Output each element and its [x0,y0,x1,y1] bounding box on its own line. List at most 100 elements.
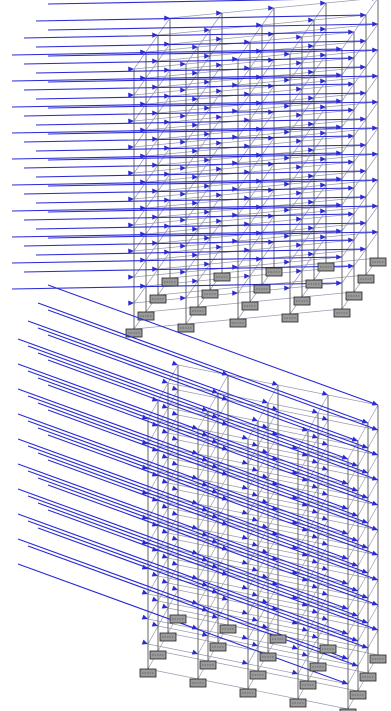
load-arrowhead [252,642,258,647]
load-arrowhead [362,594,368,599]
load-arrowhead [308,44,314,49]
load-arrowhead [192,550,198,555]
load-arrowhead [312,509,318,514]
load-arrowhead [204,28,210,33]
load-arrowhead [192,425,198,430]
load-arrowhead [268,214,274,219]
load-arrowhead [342,605,348,610]
beam [368,555,378,573]
load-arrowhead [162,504,168,509]
load-arrowhead [284,234,290,239]
load-arrowhead [372,126,378,131]
load-arrowhead [362,419,368,424]
load-arrowhead [372,100,378,105]
beam [302,254,314,271]
load-arrowhead [322,391,328,396]
beam [250,193,302,198]
beam [238,184,290,189]
load-arrowhead [320,235,326,240]
load-arrowhead [296,269,302,274]
load-arrowhead [268,6,274,11]
load-arrowhead [172,461,178,466]
load-arrowhead [372,601,378,606]
beam [302,228,314,245]
beam [314,107,326,124]
beam [238,262,290,267]
beam [146,87,158,104]
beam [354,93,366,110]
load-arrowhead [312,609,318,614]
load-arrowhead [348,186,354,191]
load-arrowhead [360,117,366,122]
load-arrowhead [360,13,366,18]
load-arrowhead [180,166,186,171]
load-arrowhead [352,612,358,617]
load-arrowhead [204,262,210,267]
load-arrowhead [312,534,318,539]
load-arrowhead [296,191,302,196]
load-arrowhead [180,62,186,67]
load-arrowhead [302,627,308,632]
load-arrowhead [372,476,378,481]
load-arrowhead [252,592,258,597]
beam [262,20,314,25]
load-arrowhead [372,551,378,556]
beam [134,142,186,147]
load-arrowhead [362,644,368,649]
load-arrowhead [352,662,358,667]
beam [134,286,146,303]
load-arrowhead [162,529,168,534]
load-arrowhead [372,526,378,531]
beam [146,269,158,286]
load-arrowhead [172,411,178,416]
load-arrowhead [180,88,186,93]
load-arrowhead [204,184,210,189]
load-arrowhead [322,566,328,571]
beam [134,272,186,277]
load-arrowhead [320,105,326,110]
load-arrowhead [192,279,198,284]
load-arrowhead [268,188,274,193]
load-arrowhead [348,238,354,243]
load-arrowhead [128,301,134,306]
beam [134,260,146,277]
load-arrowhead [342,455,348,460]
beam [250,245,302,250]
load-arrowhead [152,422,158,427]
load-line [28,321,358,441]
load-arrowhead [142,590,148,595]
beam [302,150,314,167]
beam [354,145,366,162]
load-arrowhead [320,209,326,214]
load-arrowhead [162,479,168,484]
beam [366,102,378,119]
load-arrowhead [244,248,250,253]
load-arrowhead [180,296,186,301]
load-arrowhead [296,165,302,170]
load-arrowhead [348,212,354,217]
load-arrowhead [312,584,318,589]
load-arrowhead [192,450,198,455]
beam [366,206,378,223]
beam [368,530,378,548]
beam [354,223,366,240]
load-arrowhead [284,78,290,83]
load-arrowhead [252,467,258,472]
beam [146,191,158,208]
beam [342,84,354,101]
load-line [38,303,368,423]
load-arrowhead [152,397,158,402]
load-arrowhead [172,361,178,366]
load-arrowhead [362,544,368,549]
load-arrowhead [192,71,198,76]
load-arrowhead [142,540,148,545]
load-arrowhead [362,494,368,499]
load-arrowhead [372,230,378,235]
load-arrowhead [360,169,366,174]
load-arrowhead [362,519,368,524]
load-arrowhead [372,204,378,209]
load-arrowhead [142,440,148,445]
beam [354,119,366,136]
load-arrowhead [216,193,222,198]
load-arrowhead [296,217,302,222]
